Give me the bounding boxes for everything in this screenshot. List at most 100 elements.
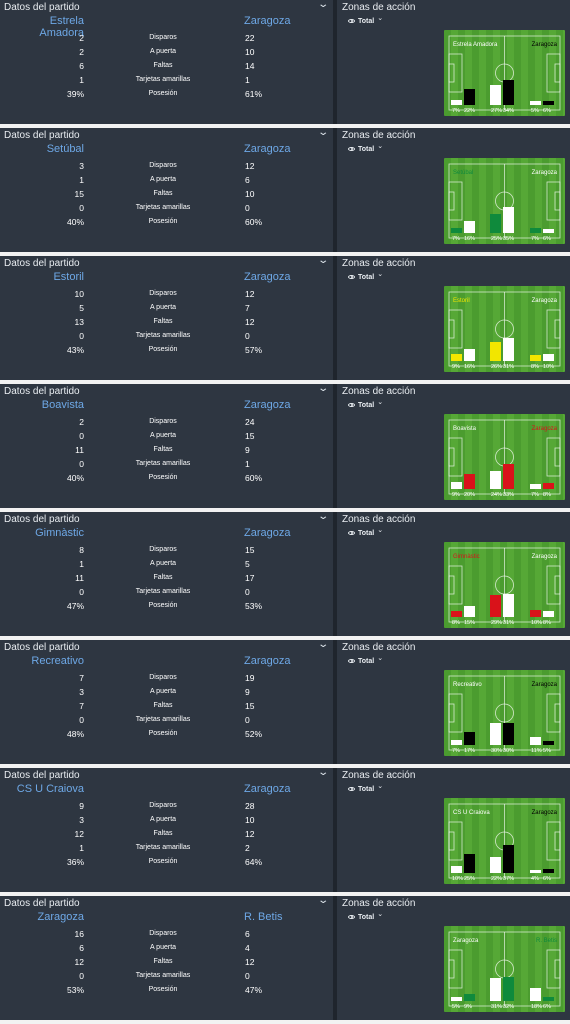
filter-label: Total — [358, 913, 375, 921]
home-team-name[interactable]: CS U Craiova — [16, 783, 84, 795]
match-stats-panel: Datos del partido ⌄ Estoril Zaragoza 10 Dispa… — [0, 255, 333, 380]
home-stat-value: 3 — [79, 161, 84, 171]
away-team-name[interactable]: Zaragoza — [244, 655, 291, 667]
home-team-name[interactable]: Boavista — [41, 399, 84, 411]
away-team-name[interactable]: Zaragoza — [244, 271, 291, 283]
away-stat-value: 12 — [245, 161, 255, 171]
match-block: Datos del partido ⌄ CS U Craiova Zaragoza 9 D… — [0, 767, 570, 892]
away-stat-value: 6 — [245, 929, 250, 939]
stat-row: 40% Posesión 60% — [0, 473, 333, 487]
away-zone-bar — [543, 228, 554, 233]
home-zone-percent: 25% — [491, 236, 503, 242]
away-stat-value: 12 — [245, 957, 255, 967]
match-stats-panel: Datos del partido ⌄ Recreativo Zaragoza 7 Dis… — [0, 639, 333, 764]
home-team-name[interactable]: Setúbal — [46, 143, 84, 155]
stat-label: Disparos — [149, 162, 177, 169]
view-filter-dropdown[interactable]: Total ⌄ — [348, 783, 383, 793]
away-zone-bar — [543, 996, 554, 1001]
away-stat-value: 10 — [245, 815, 255, 825]
home-zone-bar — [490, 341, 501, 361]
away-zone-percent: 25% — [464, 876, 476, 882]
stat-label: Tarjetas amarillas — [135, 460, 191, 467]
away-stat-value: 1 — [245, 459, 250, 469]
away-zone-percent: 6% — [543, 1004, 551, 1010]
home-zone-bar — [451, 997, 462, 1001]
home-stat-value: 0 — [79, 715, 84, 725]
view-filter-dropdown[interactable]: Total ⌄ — [348, 911, 383, 921]
stat-label: Tarjetas amarillas — [135, 844, 191, 851]
home-stat-value: 10 — [74, 289, 84, 299]
view-filter-dropdown[interactable]: Total ⌄ — [348, 655, 384, 665]
stat-label: Posesión — [148, 858, 178, 865]
action-zones-pitch: Estoril Zaragoza 9% 16% 26% 31% 8% 10% — [444, 286, 565, 372]
away-stat-value: 57% — [245, 345, 263, 355]
away-team-name[interactable]: Zaragoza — [244, 143, 291, 155]
away-zone-percent: 20% — [464, 492, 476, 498]
action-zones-pitch: Zaragoza R. Betis 5% 9% 31% 32% 18% 6% — [444, 926, 565, 1012]
away-team-name[interactable]: Zaragoza — [244, 15, 291, 27]
away-stat-value: 7 — [245, 303, 250, 313]
home-team-name[interactable]: Recreativo — [31, 655, 84, 667]
home-zone-bar — [530, 101, 541, 105]
eye-icon — [348, 147, 355, 151]
chevron-down-icon[interactable]: ⌄ — [317, 0, 330, 10]
away-stat-value: 24 — [245, 417, 255, 427]
away-zone-percent: 9% — [464, 1004, 472, 1010]
stat-label: Tarjetas amarillas — [135, 332, 191, 339]
chevron-down-icon[interactable]: ⌄ — [317, 895, 330, 906]
home-stat-value: 13 — [74, 317, 84, 327]
stat-label: A puerta — [149, 48, 177, 55]
view-filter-dropdown[interactable]: Total ⌄ — [348, 399, 383, 409]
home-zone-percent: 31% — [491, 1004, 503, 1010]
home-stat-value: 5 — [79, 303, 84, 313]
away-team-name[interactable]: Zaragoza — [244, 399, 291, 411]
chevron-down-icon: ⌄ — [377, 655, 384, 662]
away-stat-value: 0 — [245, 203, 250, 213]
action-zones-panel: Zonas de acción Total ⌄ Estrela Amadora Zara… — [337, 0, 570, 124]
away-zone-bar — [503, 845, 514, 873]
away-zone-bar — [464, 854, 475, 873]
home-stat-value: 1 — [79, 559, 84, 569]
chevron-down-icon[interactable]: ⌄ — [317, 383, 330, 394]
away-team-name[interactable]: R. Betis — [244, 911, 283, 923]
home-stat-value: 0 — [79, 331, 84, 341]
home-team-name[interactable]: Estoril — [53, 271, 84, 283]
home-stat-value: 8 — [79, 545, 84, 555]
view-filter-dropdown[interactable]: Total ⌄ — [348, 15, 383, 25]
home-team-name[interactable]: Zaragoza — [37, 911, 84, 923]
stat-row: 2 A puerta 10 — [0, 47, 333, 61]
away-zone-percent: 32% — [503, 1004, 515, 1010]
view-filter-dropdown[interactable]: Total ⌄ — [348, 143, 383, 153]
filter-label: Total — [358, 529, 375, 537]
chevron-down-icon[interactable]: ⌄ — [317, 511, 330, 522]
home-zone-bar — [530, 227, 541, 233]
pitch-away-label: Zaragoza — [531, 682, 557, 688]
stats-panel-title: Datos del partido — [4, 258, 80, 269]
away-team-name[interactable]: Zaragoza — [244, 527, 291, 539]
home-team-name[interactable]: Gimnàstic — [35, 527, 84, 539]
pitch-home-label: Setúbal — [453, 170, 474, 176]
chevron-down-icon[interactable]: ⌄ — [317, 127, 330, 138]
stat-label: Posesión — [148, 986, 178, 993]
match-stats-panel: Datos del partido ⌄ Gimnàstic Zaragoza 8 Disp… — [0, 511, 333, 636]
chevron-down-icon[interactable]: ⌄ — [317, 255, 330, 266]
away-team-name[interactable]: Zaragoza — [244, 783, 291, 795]
stat-label: A puerta — [149, 560, 177, 567]
stat-row: 2 Disparos 22 — [0, 33, 333, 47]
chevron-down-icon[interactable]: ⌄ — [317, 639, 330, 650]
home-zone-percent: 5% — [452, 1004, 460, 1010]
panel-divider — [333, 256, 337, 380]
home-team-name[interactable]: Estrela Amadora — [39, 15, 84, 39]
pitch-home-label: Recreativo — [453, 682, 482, 688]
view-filter-dropdown[interactable]: Total ⌄ — [348, 527, 383, 537]
stat-row: 9 Disparos 28 — [0, 801, 333, 815]
home-zone-bar — [490, 977, 501, 1001]
home-zone-bar — [530, 987, 541, 1001]
home-stat-value: 6 — [79, 61, 84, 71]
home-zone-bar — [490, 722, 501, 745]
chevron-down-icon[interactable]: ⌄ — [317, 767, 330, 778]
stat-row: 53% Posesión 47% — [0, 985, 333, 999]
stats-panel-title: Datos del partido — [4, 2, 80, 13]
pitch-away-label: R. Betis — [535, 938, 557, 944]
view-filter-dropdown[interactable]: Total ⌄ — [348, 271, 383, 281]
